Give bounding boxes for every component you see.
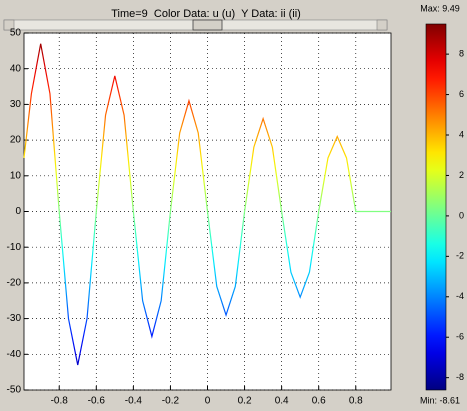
chart-title: Time=9 Color Data: u (u) Y Data: ii (ii) bbox=[111, 8, 301, 20]
x-tick-label: 0.4 bbox=[275, 396, 289, 407]
x-tick-label: -0.4 bbox=[125, 396, 143, 407]
y-tick-label: 50 bbox=[10, 28, 22, 39]
y-tick-label: 0 bbox=[15, 206, 21, 217]
colorbar-tick-label: 8 bbox=[459, 49, 464, 59]
colorbar-tick-label: -4 bbox=[456, 291, 464, 301]
x-tick-label: 0 bbox=[205, 396, 211, 407]
data-line bbox=[23, 43, 391, 366]
colorbar-min: Min: -8.61 bbox=[420, 395, 460, 405]
y-tick-label: -30 bbox=[7, 313, 22, 324]
y-tick-label: -20 bbox=[7, 278, 22, 289]
colorbar-tick-label: -6 bbox=[456, 332, 464, 342]
colorbar-tick-label: 4 bbox=[459, 129, 464, 139]
y-tick-label: 40 bbox=[10, 63, 22, 74]
x-tick-label: 0.6 bbox=[312, 396, 326, 407]
y-tick-label: -40 bbox=[7, 349, 22, 360]
slider-right-button[interactable] bbox=[376, 19, 388, 31]
colorbar-max: Max: 9.49 bbox=[420, 3, 460, 13]
colorbar bbox=[425, 23, 447, 391]
colorbar-tick-label: -2 bbox=[456, 251, 464, 261]
y-tick-label: -10 bbox=[7, 242, 22, 253]
y-tick-label: 30 bbox=[10, 99, 22, 110]
x-tick-label: 0.8 bbox=[349, 396, 363, 407]
slider-thumb[interactable] bbox=[192, 19, 223, 31]
colorbar-tick-label: 0 bbox=[459, 210, 464, 220]
colorbar-tick-label: 6 bbox=[459, 89, 464, 99]
slider-left-button[interactable] bbox=[3, 19, 15, 31]
colorbar-tick-label: 2 bbox=[459, 170, 464, 180]
x-tick-label: -0.8 bbox=[51, 396, 69, 407]
y-tick-label: 10 bbox=[10, 170, 22, 181]
colorbar-tick-label: -8 bbox=[456, 372, 464, 382]
x-tick-label: 0.2 bbox=[238, 396, 252, 407]
x-tick-label: -0.2 bbox=[162, 396, 180, 407]
x-tick-label: -0.6 bbox=[88, 396, 106, 407]
y-tick-label: 20 bbox=[10, 135, 22, 146]
y-tick-label: -50 bbox=[7, 385, 22, 396]
